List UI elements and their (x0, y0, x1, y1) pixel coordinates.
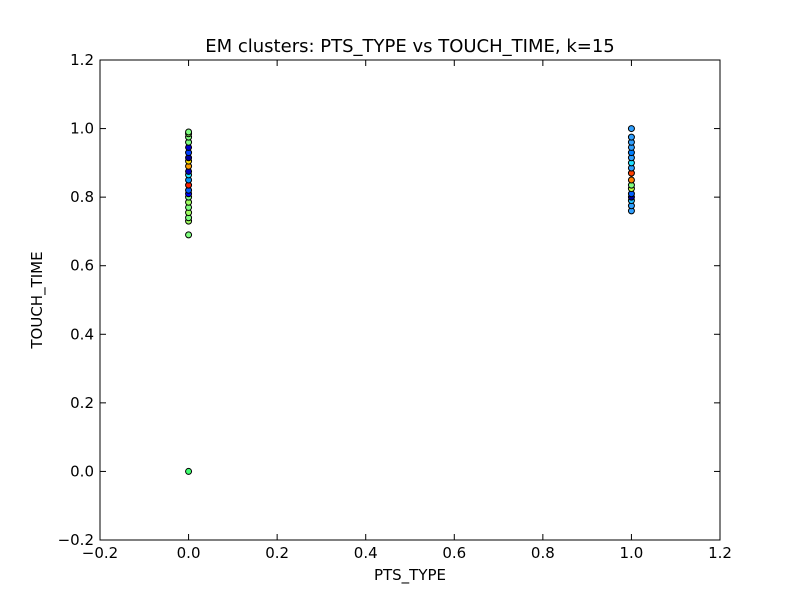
x-tick-label: 0.2 (265, 544, 289, 562)
y-tick-label: 0.8 (70, 188, 94, 206)
x-tick-label: 0.4 (354, 544, 378, 562)
x-tick-label: 0.6 (442, 544, 466, 562)
x-tick-label: 1.0 (619, 544, 643, 562)
x-tick-label: −0.2 (82, 544, 118, 562)
y-tick-label: 0.4 (70, 325, 94, 343)
data-point (627, 125, 635, 133)
axis-ticks: −0.2 0.0 0.2 0.4 0.6 0.8 1.0 1.2 −0.2 0.0 0.2 0.4 0.… (58, 51, 732, 562)
y-tick-label: 0.0 (70, 462, 94, 480)
x-tick-label: 1.2 (708, 544, 732, 562)
y-tick-label: 0.2 (70, 394, 94, 412)
x-axis-label: PTS_TYPE (374, 566, 446, 585)
plot-frame (99, 59, 721, 541)
y-tick-label: −0.2 (58, 531, 94, 549)
y-tick-label: 1.2 (70, 51, 94, 69)
data-point (185, 128, 193, 136)
x-tick-label: 0.0 (177, 544, 201, 562)
y-axis-label: TOUCH_TIME (28, 251, 47, 349)
data-point (627, 133, 635, 141)
y-tick-label: 1.0 (70, 120, 94, 138)
data-point (185, 231, 193, 239)
data-points (185, 125, 635, 475)
data-point (627, 176, 635, 184)
chart-title: EM clusters: PTS_TYPE vs TOUCH_TIME, k=1… (205, 36, 614, 57)
data-point (185, 467, 193, 475)
x-tick-label: 0.8 (531, 544, 555, 562)
y-tick-label: 0.6 (70, 257, 94, 275)
